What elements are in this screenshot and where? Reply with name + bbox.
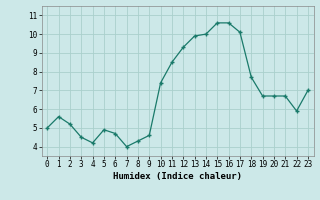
X-axis label: Humidex (Indice chaleur): Humidex (Indice chaleur) (113, 172, 242, 181)
